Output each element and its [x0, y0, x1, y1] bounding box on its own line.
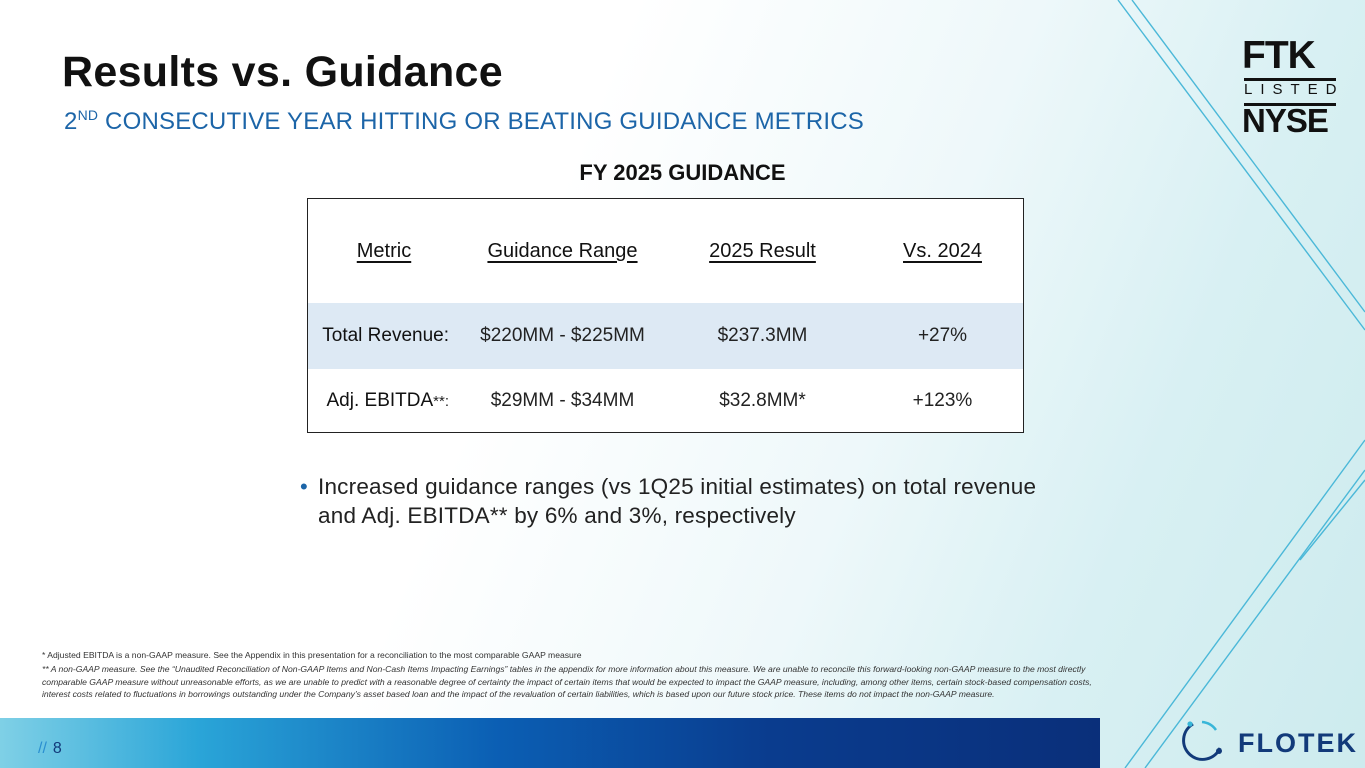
row-vs-prior-year: +123% — [912, 390, 973, 411]
footnote-ebitda: * Adjusted EBITDA is a non-GAAP measure.… — [42, 650, 582, 660]
header-result: 2025 Result — [709, 239, 816, 262]
page-number: // 8 — [38, 740, 62, 758]
row-metric-label: Adj. EBITDA **: — [308, 369, 453, 433]
logo-rule — [1244, 103, 1336, 106]
bullet-text: Increased guidance ranges (vs 1Q25 initi… — [318, 474, 1037, 528]
page-number-value: 8 — [52, 740, 62, 757]
listed-text: LISTED — [1244, 81, 1345, 98]
subtitle-ordinal: 2 — [64, 108, 78, 135]
footnote-non-gaap: ** A non-GAAP measure. See the “Unaudite… — [42, 664, 1092, 699]
row-guidance-range: $220MM - $225MM — [480, 325, 645, 346]
logo-rule — [1244, 78, 1336, 81]
brand-wordmark: FLOTEK — [1238, 728, 1358, 758]
subtitle-superscript: ND — [77, 107, 99, 123]
table-row: Total Revenue: $220MM - $225MM $237.3MM … — [308, 303, 1023, 369]
row-guidance-range: $29MM - $34MM — [490, 390, 635, 411]
page-slashes: // — [38, 740, 47, 757]
table-title: FY 2025 GUIDANCE — [579, 160, 786, 185]
header-vs-prior-year: Vs. 2024 — [903, 239, 982, 262]
bullet-point: • Increased guidance ranges (vs 1Q25 ini… — [300, 472, 1040, 530]
footer-gradient-bar — [0, 718, 1100, 768]
subtitle-text: CONSECUTIVE YEAR HITTING OR BEATING GUID… — [98, 108, 864, 135]
row-result: $237.3MM — [717, 325, 808, 346]
header-metric: Metric — [356, 239, 412, 262]
nyse-listing-logo: FTK LISTED NYSE — [1240, 34, 1345, 139]
row-metric-label: Total Revenue: — [308, 303, 453, 369]
page-title: Results vs. Guidance — [62, 48, 503, 96]
table-row: Adj. EBITDA **: $29MM - $34MM $32.8MM* +1… — [308, 369, 1023, 433]
flotek-ring-logo-icon — [1182, 720, 1222, 761]
header-guidance-range: Guidance Range — [487, 239, 638, 262]
metric-text: Total Revenue: — [322, 325, 449, 346]
exchange-text: NYSE — [1242, 102, 1329, 139]
metric-suffix: **: — [433, 392, 449, 410]
ticker-text: FTK — [1242, 34, 1316, 77]
row-result: $32.8MM* — [719, 390, 806, 411]
table-header-row: Metric Guidance Range 2025 Result Vs. 20… — [308, 199, 1023, 303]
bullet-marker: • — [300, 474, 308, 499]
metric-text: Adj. EBITDA — [326, 390, 434, 411]
guidance-table: Metric Guidance Range 2025 Result Vs. 20… — [307, 198, 1024, 433]
row-vs-prior-year: +27% — [917, 325, 968, 346]
page-subtitle: 2ND CONSECUTIVE YEAR HITTING OR BEATING … — [64, 107, 864, 136]
